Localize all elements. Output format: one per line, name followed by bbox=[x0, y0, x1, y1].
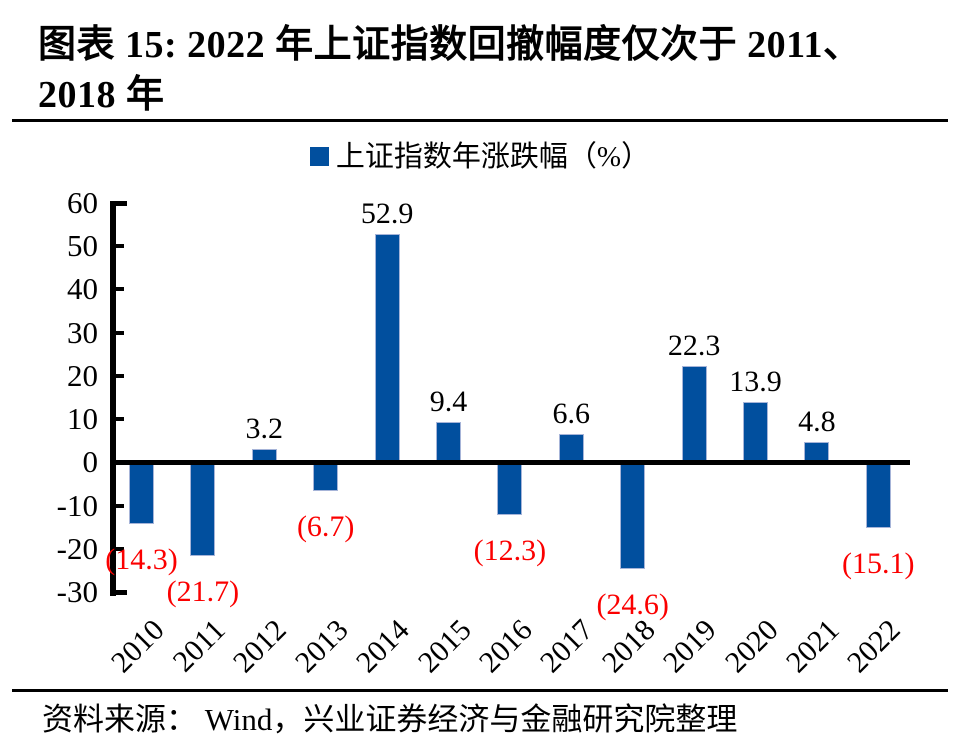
y-tick--10 bbox=[116, 503, 124, 508]
bar-label-2017: 6.6 bbox=[552, 396, 591, 430]
y-tick-30 bbox=[116, 330, 124, 335]
y-axis-line bbox=[110, 201, 116, 596]
bar-label-2020: 13.9 bbox=[729, 365, 782, 399]
y-tick-20 bbox=[116, 373, 124, 378]
bar-label-2011: (21.7) bbox=[166, 575, 240, 609]
bar-2019 bbox=[681, 365, 707, 463]
legend-label: 上证指数年涨跌幅（%） bbox=[335, 141, 651, 173]
bar-2017 bbox=[558, 433, 584, 463]
chart-title: 图表 15: 2022 年上证指数回撤幅度仅次于 2011、 2018 年 bbox=[38, 20, 938, 120]
chart-title-line1: 图表 15: 2022 年上证指数回撤幅度仅次于 2011、 bbox=[38, 24, 862, 66]
bar-2020 bbox=[743, 402, 768, 463]
bar-2014 bbox=[374, 233, 400, 463]
y-tick-label-60: 60 bbox=[67, 185, 98, 220]
bar-label-2014: 52.9 bbox=[360, 196, 414, 230]
bar-2015 bbox=[436, 421, 461, 463]
chart-legend: 上证指数年涨跌幅（%） bbox=[0, 141, 960, 173]
title-divider-line bbox=[12, 119, 948, 122]
y-tick-label-20: 20 bbox=[67, 357, 98, 393]
bar-label-2016: (12.3) bbox=[473, 534, 547, 568]
y-tick-label-0: 0 bbox=[82, 444, 99, 480]
bar-2011 bbox=[190, 462, 216, 557]
bar-label-2018: (24.6) bbox=[596, 587, 669, 621]
y-tick-label--30: -30 bbox=[56, 574, 98, 609]
y-tick-label-50: 50 bbox=[67, 228, 98, 264]
bar-label-2012: 3.2 bbox=[245, 411, 284, 445]
bar-2016 bbox=[497, 462, 523, 516]
data-source-note: 资料来源： Wind，兴业证券经济与金融研究院整理 bbox=[42, 702, 738, 737]
bar-2010 bbox=[129, 462, 154, 525]
y-tick--30 bbox=[116, 590, 127, 595]
footer-divider-line bbox=[12, 689, 948, 692]
bar-label-2010: (14.3) bbox=[105, 543, 178, 577]
bar-2013 bbox=[313, 462, 339, 492]
bar-label-2015: 9.4 bbox=[429, 384, 468, 418]
y-tick-50 bbox=[116, 244, 124, 249]
y-tick-10 bbox=[116, 417, 124, 422]
y-tick-label-10: 10 bbox=[67, 401, 98, 437]
legend-swatch-icon bbox=[309, 147, 329, 166]
chart-title-line2: 2018 年 bbox=[38, 74, 165, 116]
y-tick-40 bbox=[116, 287, 124, 292]
bar-2022 bbox=[865, 462, 891, 528]
x-axis-zero-line bbox=[110, 459, 910, 465]
y-tick-60 bbox=[116, 201, 127, 206]
bar-label-2022: (15.1) bbox=[842, 546, 915, 580]
y-tick--20 bbox=[116, 546, 124, 551]
y-tick-label-40: 40 bbox=[67, 271, 98, 307]
bar-2018 bbox=[620, 462, 646, 569]
y-tick-label--10: -10 bbox=[56, 487, 98, 523]
bar-label-2021: 4.8 bbox=[798, 404, 836, 438]
y-tick-label-30: 30 bbox=[67, 314, 98, 350]
bar-label-2013: (6.7) bbox=[296, 510, 355, 544]
y-tick-label--20: -20 bbox=[56, 530, 98, 566]
bar-label-2019: 22.3 bbox=[667, 328, 721, 362]
